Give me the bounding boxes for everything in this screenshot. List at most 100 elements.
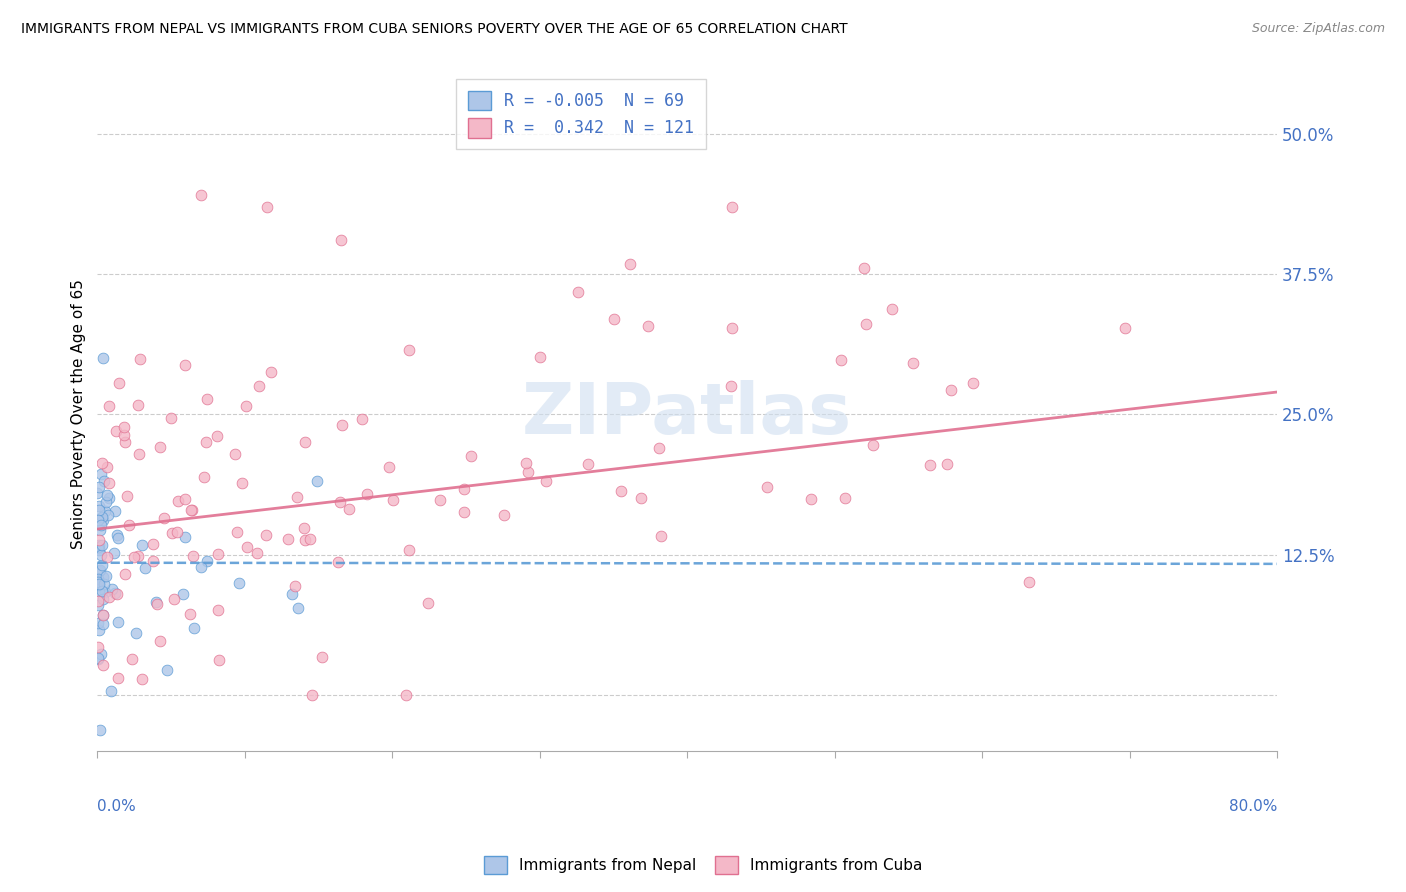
Point: [721, 321, 744, 335]
Point: [100, 684, 122, 698]
Point: [292, 521, 315, 535]
Point: [91, 583, 114, 598]
Point: [87, 513, 110, 527]
Y-axis label: Seniors Poverty Over the Age of 65: Seniors Poverty Over the Age of 65: [72, 279, 86, 549]
Point: [416, 596, 439, 610]
Point: [89, 523, 111, 537]
Point: [395, 688, 418, 702]
Point: [91, 457, 114, 471]
Text: 80.0%: 80.0%: [1229, 798, 1277, 814]
Point: [228, 576, 250, 591]
Text: 0.0%: 0.0%: [97, 798, 136, 814]
Point: [112, 428, 135, 442]
Point: [96, 488, 118, 502]
Point: [619, 257, 641, 271]
Point: [246, 546, 269, 560]
Point: [89, 583, 111, 598]
Point: [1114, 321, 1136, 335]
Point: [720, 379, 742, 393]
Point: [350, 411, 373, 425]
Point: [179, 607, 201, 622]
Point: [142, 536, 165, 550]
Point: [172, 586, 194, 600]
Point: [87, 540, 110, 554]
Point: [96, 550, 118, 565]
Point: [129, 351, 152, 366]
Point: [93, 584, 115, 599]
Point: [87, 541, 110, 555]
Point: [285, 490, 308, 504]
Point: [236, 540, 259, 554]
Point: [311, 650, 333, 665]
Point: [153, 511, 176, 525]
Point: [127, 398, 149, 412]
Point: [329, 494, 352, 508]
Point: [610, 483, 633, 498]
Point: [855, 318, 877, 332]
Point: [127, 549, 149, 563]
Point: [114, 420, 136, 434]
Point: [356, 486, 378, 500]
Point: [93, 577, 115, 591]
Point: [107, 671, 129, 685]
Point: [118, 518, 141, 533]
Point: [800, 491, 823, 506]
Point: [231, 475, 253, 490]
Point: [516, 465, 538, 479]
Legend: R = -0.005  N = 69, R =  0.342  N = 121: R = -0.005 N = 69, R = 0.342 N = 121: [456, 79, 706, 149]
Point: [720, 200, 742, 214]
Point: [142, 554, 165, 568]
Point: [460, 449, 482, 463]
Point: [89, 538, 111, 552]
Point: [166, 494, 188, 508]
Point: [281, 587, 304, 601]
Point: [156, 663, 179, 677]
Point: [121, 651, 143, 665]
Point: [862, 437, 884, 451]
Point: [91, 592, 114, 607]
Point: [91, 351, 114, 365]
Point: [105, 587, 128, 601]
Point: [90, 647, 112, 661]
Point: [453, 505, 475, 519]
Point: [378, 459, 401, 474]
Point: [125, 625, 148, 640]
Point: [174, 491, 197, 506]
Point: [90, 467, 112, 481]
Point: [637, 319, 659, 334]
Point: [755, 480, 778, 494]
Point: [207, 603, 229, 617]
Point: [197, 392, 219, 407]
Point: [254, 528, 277, 542]
Point: [87, 615, 110, 630]
Point: [90, 510, 112, 524]
Point: [87, 598, 110, 612]
Point: [173, 530, 195, 544]
Point: [163, 592, 186, 607]
Point: [87, 594, 110, 608]
Point: [96, 569, 118, 583]
Point: [515, 456, 537, 470]
Point: [398, 343, 420, 357]
Point: [87, 503, 110, 517]
Point: [576, 457, 599, 471]
Point: [96, 495, 118, 509]
Point: [131, 539, 153, 553]
Point: [630, 491, 652, 505]
Point: [307, 474, 329, 488]
Point: [134, 560, 156, 574]
Point: [97, 476, 120, 491]
Point: [830, 353, 852, 368]
Point: [98, 590, 121, 604]
Point: [903, 356, 925, 370]
Point: [114, 435, 136, 450]
Point: [91, 617, 114, 632]
Text: Source: ZipAtlas.com: Source: ZipAtlas.com: [1251, 22, 1385, 36]
Point: [195, 554, 218, 568]
Point: [86, 486, 108, 500]
Point: [114, 567, 136, 582]
Point: [98, 399, 121, 413]
Point: [149, 634, 172, 648]
Point: [128, 447, 150, 461]
Legend: Immigrants from Nepal, Immigrants from Cuba: Immigrants from Nepal, Immigrants from C…: [478, 850, 928, 880]
